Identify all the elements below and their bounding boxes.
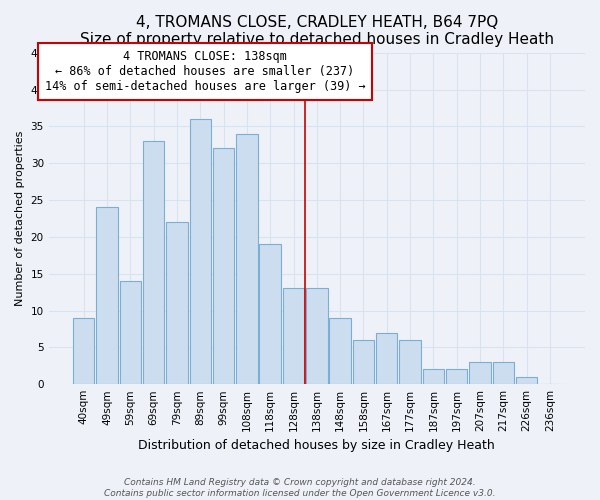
Text: Contains HM Land Registry data © Crown copyright and database right 2024.
Contai: Contains HM Land Registry data © Crown c… (104, 478, 496, 498)
Bar (236, 134, 257, 384)
Bar (190, 119, 211, 384)
Bar (329, 318, 351, 384)
Bar (400, 340, 421, 384)
Bar (166, 222, 188, 384)
Bar (493, 362, 514, 384)
Bar (259, 244, 281, 384)
Bar (376, 332, 397, 384)
Y-axis label: Number of detached properties: Number of detached properties (15, 131, 25, 306)
Bar (73, 318, 94, 384)
Title: 4, TROMANS CLOSE, CRADLEY HEATH, B64 7PQ
Size of property relative to detached h: 4, TROMANS CLOSE, CRADLEY HEATH, B64 7PQ… (80, 15, 554, 48)
Bar (119, 281, 141, 384)
Bar (422, 370, 444, 384)
Bar (353, 340, 374, 384)
Bar (306, 288, 328, 384)
Bar (97, 208, 118, 384)
Text: 4 TROMANS CLOSE: 138sqm
← 86% of detached houses are smaller (237)
14% of semi-d: 4 TROMANS CLOSE: 138sqm ← 86% of detache… (44, 50, 365, 92)
Bar (213, 148, 235, 384)
Bar (516, 377, 538, 384)
Bar (446, 370, 467, 384)
Bar (143, 141, 164, 384)
Bar (283, 288, 304, 384)
X-axis label: Distribution of detached houses by size in Cradley Heath: Distribution of detached houses by size … (139, 440, 495, 452)
Bar (469, 362, 491, 384)
